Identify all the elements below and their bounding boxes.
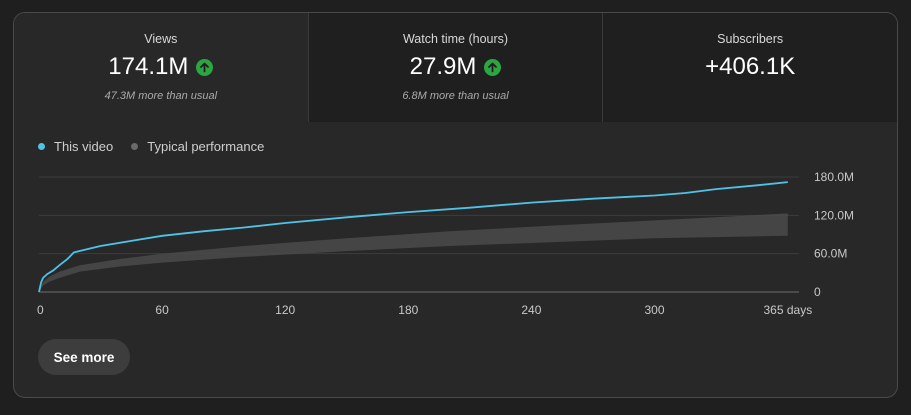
tab-views[interactable]: Views 174.1M 47.3M more than usual: [14, 13, 309, 122]
x-tick-label: 180: [398, 303, 418, 317]
x-tick-label: 365 days: [763, 303, 812, 317]
x-tick-label: 120: [275, 303, 295, 317]
tab-views-comparison: 47.3M more than usual: [104, 90, 218, 102]
arrow-up-icon: [196, 58, 214, 76]
tab-views-value: 174.1M: [108, 53, 189, 80]
see-more-button[interactable]: See more: [38, 339, 130, 375]
tab-watch-time-comparison: 6.8M more than usual: [402, 90, 509, 102]
legend-this-video: This video: [38, 139, 113, 154]
tab-subscribers-label: Subscribers: [717, 32, 784, 46]
y-tick-label: 0: [814, 285, 821, 299]
tab-watch-time[interactable]: Watch time (hours) 27.9M 6.8M more than …: [308, 13, 604, 122]
x-tick-label: 0: [37, 303, 44, 317]
legend-this-video-swatch: [38, 143, 45, 150]
legend-typical-swatch: [131, 143, 139, 150]
x-tick-label: 240: [521, 303, 541, 317]
legend-typical: Typical performance: [131, 139, 264, 154]
y-tick-label: 180.0M: [814, 170, 854, 184]
tab-watch-time-label: Watch time (hours): [402, 32, 509, 46]
tab-views-label: Views: [144, 32, 178, 46]
legend-typical-label: Typical performance: [147, 139, 265, 154]
analytics-card: Views 174.1M 47.3M more than usual Watch…: [13, 12, 898, 398]
tab-subscribers-value: +406.1K: [705, 53, 796, 80]
y-tick-label: 60.0M: [814, 247, 847, 261]
y-tick-label: 120.0M: [814, 208, 854, 222]
typical-performance-band: [39, 213, 788, 292]
metric-tabs: Views 174.1M 47.3M more than usual Watch…: [14, 13, 897, 122]
this-video-line: [38, 181, 788, 293]
chart-legend: This video Typical performance: [38, 139, 282, 154]
arrow-up-icon: [484, 58, 502, 76]
views-chart: 180.0M 120.0M 60.0M 0 0 60 120 180 240 300 365 day…: [37, 170, 854, 317]
x-tick-label: 300: [644, 303, 664, 317]
tab-subscribers[interactable]: Subscribers +406.1K: [603, 13, 897, 122]
legend-this-video-label: This video: [54, 139, 114, 154]
x-tick-label: 60: [155, 303, 169, 317]
tab-watch-time-value: 27.9M: [409, 53, 477, 80]
